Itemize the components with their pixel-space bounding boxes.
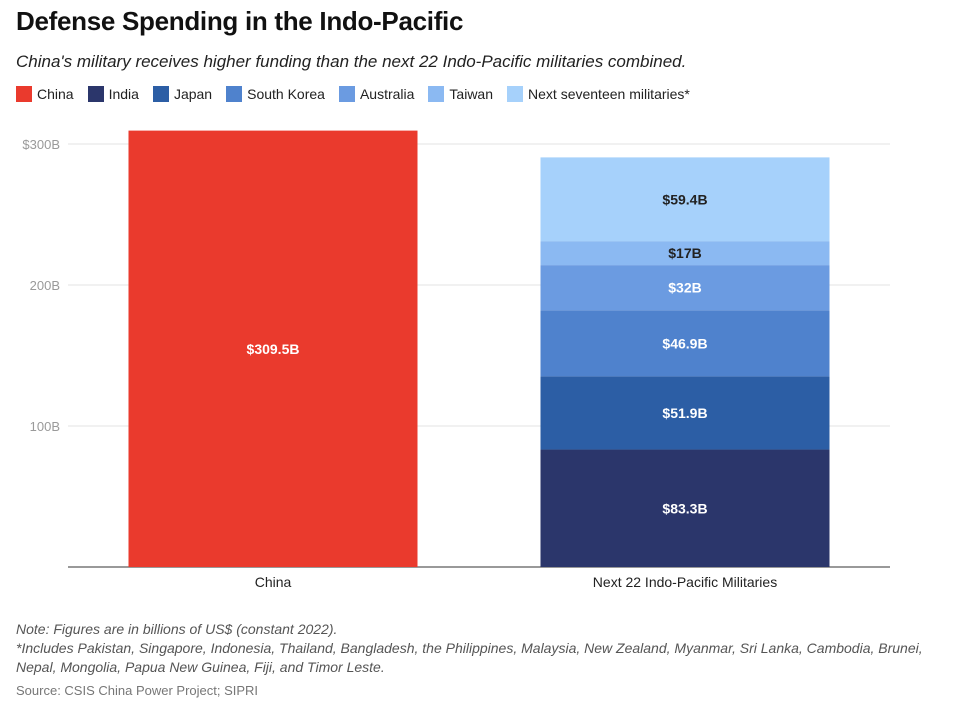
data-label: $17B bbox=[668, 245, 701, 261]
legend-swatch bbox=[338, 86, 355, 102]
legend-item: India bbox=[87, 86, 139, 102]
legend-swatch bbox=[507, 86, 524, 102]
data-label: $46.9B bbox=[662, 335, 707, 351]
footer-note: Note: Figures are in billions of US$ (co… bbox=[16, 621, 338, 637]
data-label: $59.4B bbox=[662, 191, 707, 207]
bar-segment bbox=[128, 130, 418, 568]
legend-swatch bbox=[428, 86, 445, 102]
y-tick-label: 100B bbox=[30, 419, 60, 434]
footer-source: Source: CSIS China Power Project; SIPRI bbox=[16, 683, 259, 698]
data-label: $83.3B bbox=[662, 500, 707, 516]
legend-swatch bbox=[16, 86, 32, 102]
bar-segment bbox=[540, 376, 830, 450]
legend-item: Australia bbox=[338, 86, 415, 102]
footer: Note: Figures are in billions of US$ (co… bbox=[16, 620, 955, 700]
bar-segment bbox=[540, 449, 830, 567]
legend-swatch bbox=[152, 86, 169, 102]
legend-label: Japan bbox=[173, 86, 213, 102]
bar-segment bbox=[540, 265, 830, 311]
bar-segment bbox=[540, 157, 830, 242]
legend-label: Next seventeen militaries* bbox=[528, 86, 690, 102]
x-tick-label: China bbox=[255, 574, 292, 590]
y-tick-label: $300B bbox=[22, 137, 60, 152]
legend-item: China bbox=[16, 86, 74, 102]
data-label: $309.5B bbox=[247, 341, 300, 357]
bar-segment bbox=[540, 241, 830, 266]
legend-label: China bbox=[37, 86, 74, 102]
legend-item: South Korea bbox=[226, 86, 325, 102]
legend-swatch bbox=[87, 86, 104, 102]
x-tick-label: Next 22 Indo-Pacific Militaries bbox=[593, 574, 777, 590]
chart-title: Defense Spending in the Indo-Pacific bbox=[16, 6, 464, 36]
legend-item: Next seventeen militaries* bbox=[507, 86, 690, 102]
legend-item: Taiwan bbox=[428, 86, 493, 102]
legend-label: Australia bbox=[359, 86, 415, 102]
legend-label: South Korea bbox=[247, 86, 325, 102]
legend-label: Taiwan bbox=[449, 86, 494, 102]
data-label: $51.9B bbox=[662, 405, 707, 421]
data-label: $32B bbox=[668, 280, 701, 296]
y-tick-label: 200B bbox=[30, 278, 60, 293]
legend-item: Japan bbox=[152, 86, 213, 102]
legend-swatch bbox=[226, 86, 243, 102]
legend: China India Japan South Korea Australia Taiwa… bbox=[16, 86, 690, 102]
bar-segment bbox=[540, 310, 830, 377]
legend-label: India bbox=[108, 86, 139, 102]
stacked-bar-chart: 100B 200B $300B $309.5B China $83.3B $51.9B $46… bbox=[22, 130, 890, 590]
footer-includes: *Includes Pakistan, Singapore, Indonesia… bbox=[16, 640, 923, 675]
chart-subtitle: China's military receives higher funding… bbox=[16, 52, 687, 71]
